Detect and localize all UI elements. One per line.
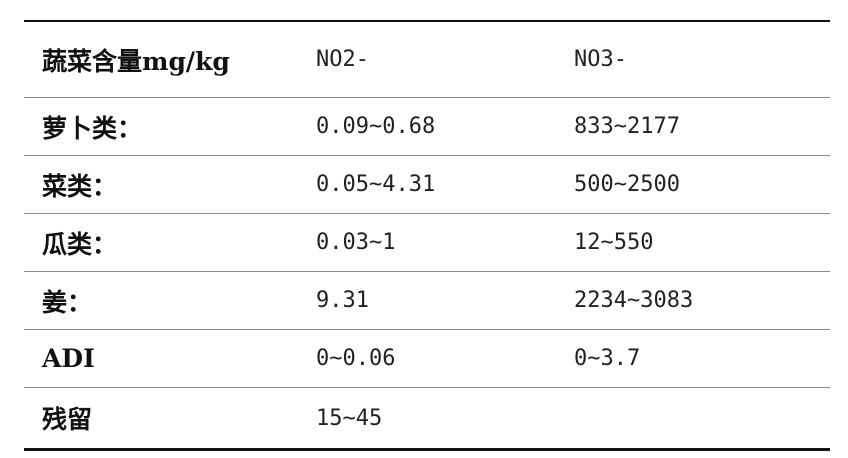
header-no3: NO3-: [574, 47, 627, 72]
no3-value: 500~2500: [574, 172, 680, 197]
no2-value: 9.31: [316, 288, 369, 313]
table-row: 菜类： 0.05~4.31 500~2500: [24, 156, 830, 214]
table-row: ADI 0~0.06 0~3.7: [24, 330, 830, 388]
row-label: 菜类：: [42, 171, 118, 201]
header-vegetable-content: 蔬菜含量mg/kg: [42, 46, 230, 76]
no2-value: 0.09~0.68: [316, 114, 436, 139]
table-bottom-rule: [24, 448, 830, 451]
table-row: 瓜类： 0.03~1 12~550: [24, 214, 830, 272]
row-label: 瓜类：: [42, 229, 118, 259]
header-no2: NO2-: [316, 47, 369, 72]
table-header-row: 蔬菜含量mg/kg NO2- NO3-: [24, 22, 830, 98]
table-row: 残留 15~45: [24, 388, 830, 448]
no2-value: 0.03~1: [316, 230, 396, 255]
no3-value: 12~550: [574, 230, 654, 255]
no2-value: 0~0.06: [316, 346, 396, 371]
row-label: 姜：: [42, 287, 93, 317]
row-label: ADI: [42, 344, 95, 373]
no3-value: 833~2177: [574, 114, 680, 139]
row-label: 残留: [42, 405, 93, 434]
no2-value: 0.05~4.31: [316, 172, 436, 197]
row-label: 萝卜类：: [42, 113, 143, 143]
no3-value: 0~3.7: [574, 346, 641, 371]
table-row: 萝卜类： 0.09~0.68 833~2177: [24, 98, 830, 156]
table-top-rule: [24, 20, 830, 22]
nitrite-nitrate-table: 蔬菜含量mg/kg NO2- NO3- 萝卜类： 0.09~0.68 833~2…: [24, 20, 830, 451]
no2-value: 15~45: [316, 405, 383, 431]
table-row: 姜： 9.31 2234~3083: [24, 272, 830, 330]
no3-value: 2234~3083: [574, 288, 694, 313]
